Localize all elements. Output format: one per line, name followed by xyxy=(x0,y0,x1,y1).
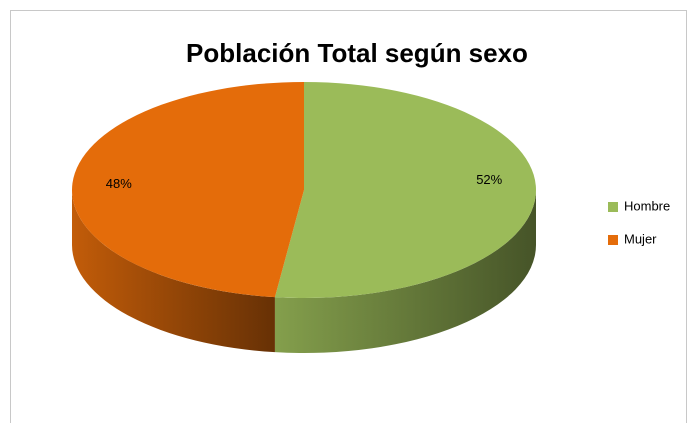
data-label: 48% xyxy=(106,176,132,191)
legend-swatch xyxy=(608,202,618,212)
pie-slice xyxy=(274,82,537,298)
chart-title: Población Total según sexo xyxy=(186,38,528,68)
data-label: 52% xyxy=(476,172,502,187)
legend-swatch xyxy=(608,235,618,245)
legend-label: Mujer xyxy=(624,231,657,246)
slice-side xyxy=(274,190,536,353)
legend-label: Hombre xyxy=(624,198,670,213)
pie-slice xyxy=(72,82,304,298)
slice-side xyxy=(72,190,275,353)
pie-tops xyxy=(72,82,537,298)
pie-sides xyxy=(72,190,536,353)
